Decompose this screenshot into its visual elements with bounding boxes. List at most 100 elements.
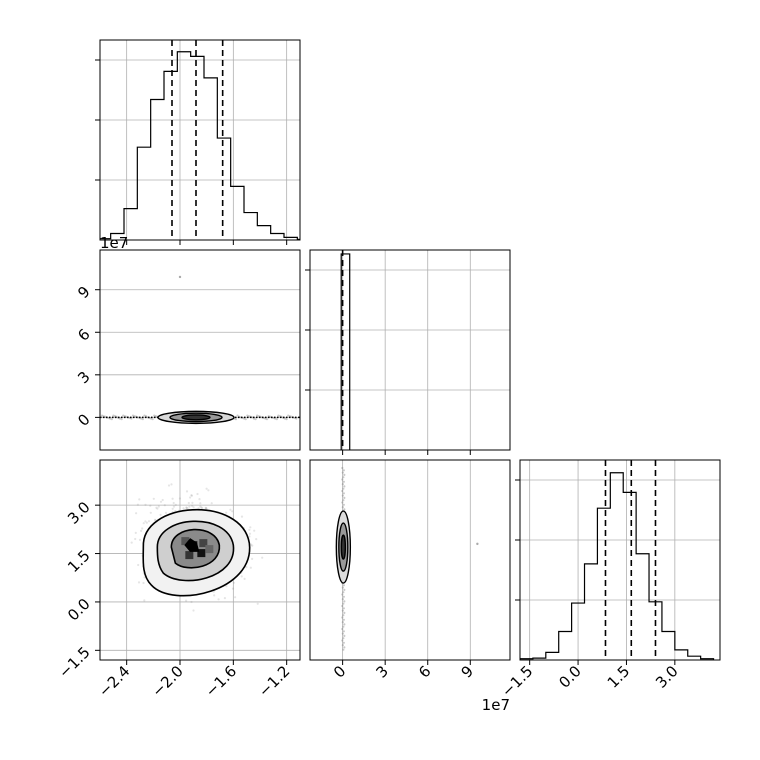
sample-point [155, 506, 158, 509]
sample-point [204, 507, 208, 510]
x-tick-label: 1.5 [604, 662, 634, 692]
sample-point [342, 641, 345, 644]
x-tick-label: −2.0 [148, 662, 186, 700]
sample-point [130, 541, 133, 544]
sample-point [342, 614, 345, 617]
sample-point [342, 625, 345, 628]
sample-point [223, 597, 226, 600]
sample-point [138, 498, 141, 501]
sample-point [120, 418, 123, 421]
sample-point [142, 581, 145, 585]
sample-point [140, 529, 143, 533]
sample-point [144, 503, 147, 506]
sample-point [341, 609, 344, 612]
x-tick-label: 9 [458, 662, 477, 681]
y-tick-label: 3 [74, 368, 93, 387]
y-tick-label: 3.0 [64, 498, 94, 528]
sample-point [341, 598, 344, 601]
sample-point [342, 487, 345, 490]
sample-point [190, 600, 193, 604]
sample-point [341, 586, 344, 589]
sample-point [212, 590, 215, 593]
panel-frame [99, 459, 301, 661]
sample-point [153, 518, 157, 521]
sample-point [342, 584, 345, 587]
sample-point [185, 506, 188, 509]
axes-layer: 0 3 6 9 1e7 −2.4 −2.0 −1.6 −1.2 −1.5 0.0 1.5 3.0 0 3 6 9… [55, 39, 721, 714]
sample-point [342, 480, 345, 483]
y-tick-label: 9 [74, 283, 93, 302]
sample-point [343, 634, 346, 638]
sample-point [171, 507, 174, 510]
sample-point [253, 529, 256, 532]
sample-point [152, 497, 155, 500]
panel-frame [99, 249, 301, 451]
sample-point [205, 507, 208, 510]
sample-point [213, 594, 216, 597]
sample-point [341, 506, 344, 509]
sample-point [341, 632, 344, 635]
sample-point [343, 600, 346, 603]
sample-point [342, 492, 345, 495]
sample-point [341, 644, 344, 647]
sample-point [341, 494, 344, 497]
sample-point [137, 563, 140, 567]
panel-row1-col1 [100, 40, 300, 240]
sample-point [137, 581, 141, 584]
sample-point [250, 543, 253, 546]
sample-point [343, 646, 346, 649]
sample-point [342, 618, 345, 621]
density-cell [199, 539, 208, 548]
sample-point [240, 575, 243, 578]
sample-point [136, 503, 139, 506]
sample-point [187, 501, 190, 505]
density-contour-inner [181, 414, 211, 421]
sample-point [142, 522, 145, 525]
sample-point [341, 478, 344, 481]
sample-point [225, 511, 228, 514]
sample-point [343, 611, 346, 615]
panel-row3-col3 [520, 460, 715, 660]
axis-offset-text: 1e7 [482, 696, 510, 714]
x-tick-label: 6 [415, 662, 434, 681]
sample-point [199, 505, 202, 508]
panel-row2-col2 [340, 250, 351, 450]
sample-point [342, 630, 345, 633]
sample-point [342, 595, 345, 598]
sample-point [156, 507, 159, 510]
sample-point [342, 469, 345, 472]
sample-point [171, 497, 174, 500]
sample-point [143, 599, 146, 602]
sample-point [167, 484, 171, 487]
sample-point [204, 506, 207, 509]
sample-point [138, 538, 142, 542]
y-tick-label: 1.5 [64, 546, 94, 576]
sample-point [343, 588, 346, 592]
sample-point [275, 418, 278, 421]
sample-point [285, 418, 288, 421]
sample-point [342, 499, 345, 502]
sample-point [192, 506, 195, 509]
sample-point [149, 511, 152, 514]
panel-row3-col1 [130, 483, 264, 612]
sample-point [196, 492, 199, 496]
sample-point [157, 505, 160, 508]
sample-point [188, 505, 191, 508]
sample-point [232, 581, 235, 584]
sample-point [254, 418, 257, 421]
x-tick-label: 0.0 [555, 662, 585, 692]
panel-frame [99, 39, 301, 241]
sample-point [144, 520, 147, 523]
sample-point [217, 598, 220, 601]
sample-point [341, 604, 344, 608]
sample-point [256, 602, 259, 605]
density-cell [205, 545, 214, 554]
sample-point [341, 621, 344, 624]
sample-point [341, 593, 344, 596]
sample-point [149, 504, 152, 507]
sample-point [134, 531, 137, 535]
sample-point [172, 501, 175, 505]
sample-point [201, 507, 204, 510]
axis-offset-text: 1e7 [100, 234, 128, 252]
sample-point [147, 520, 151, 523]
